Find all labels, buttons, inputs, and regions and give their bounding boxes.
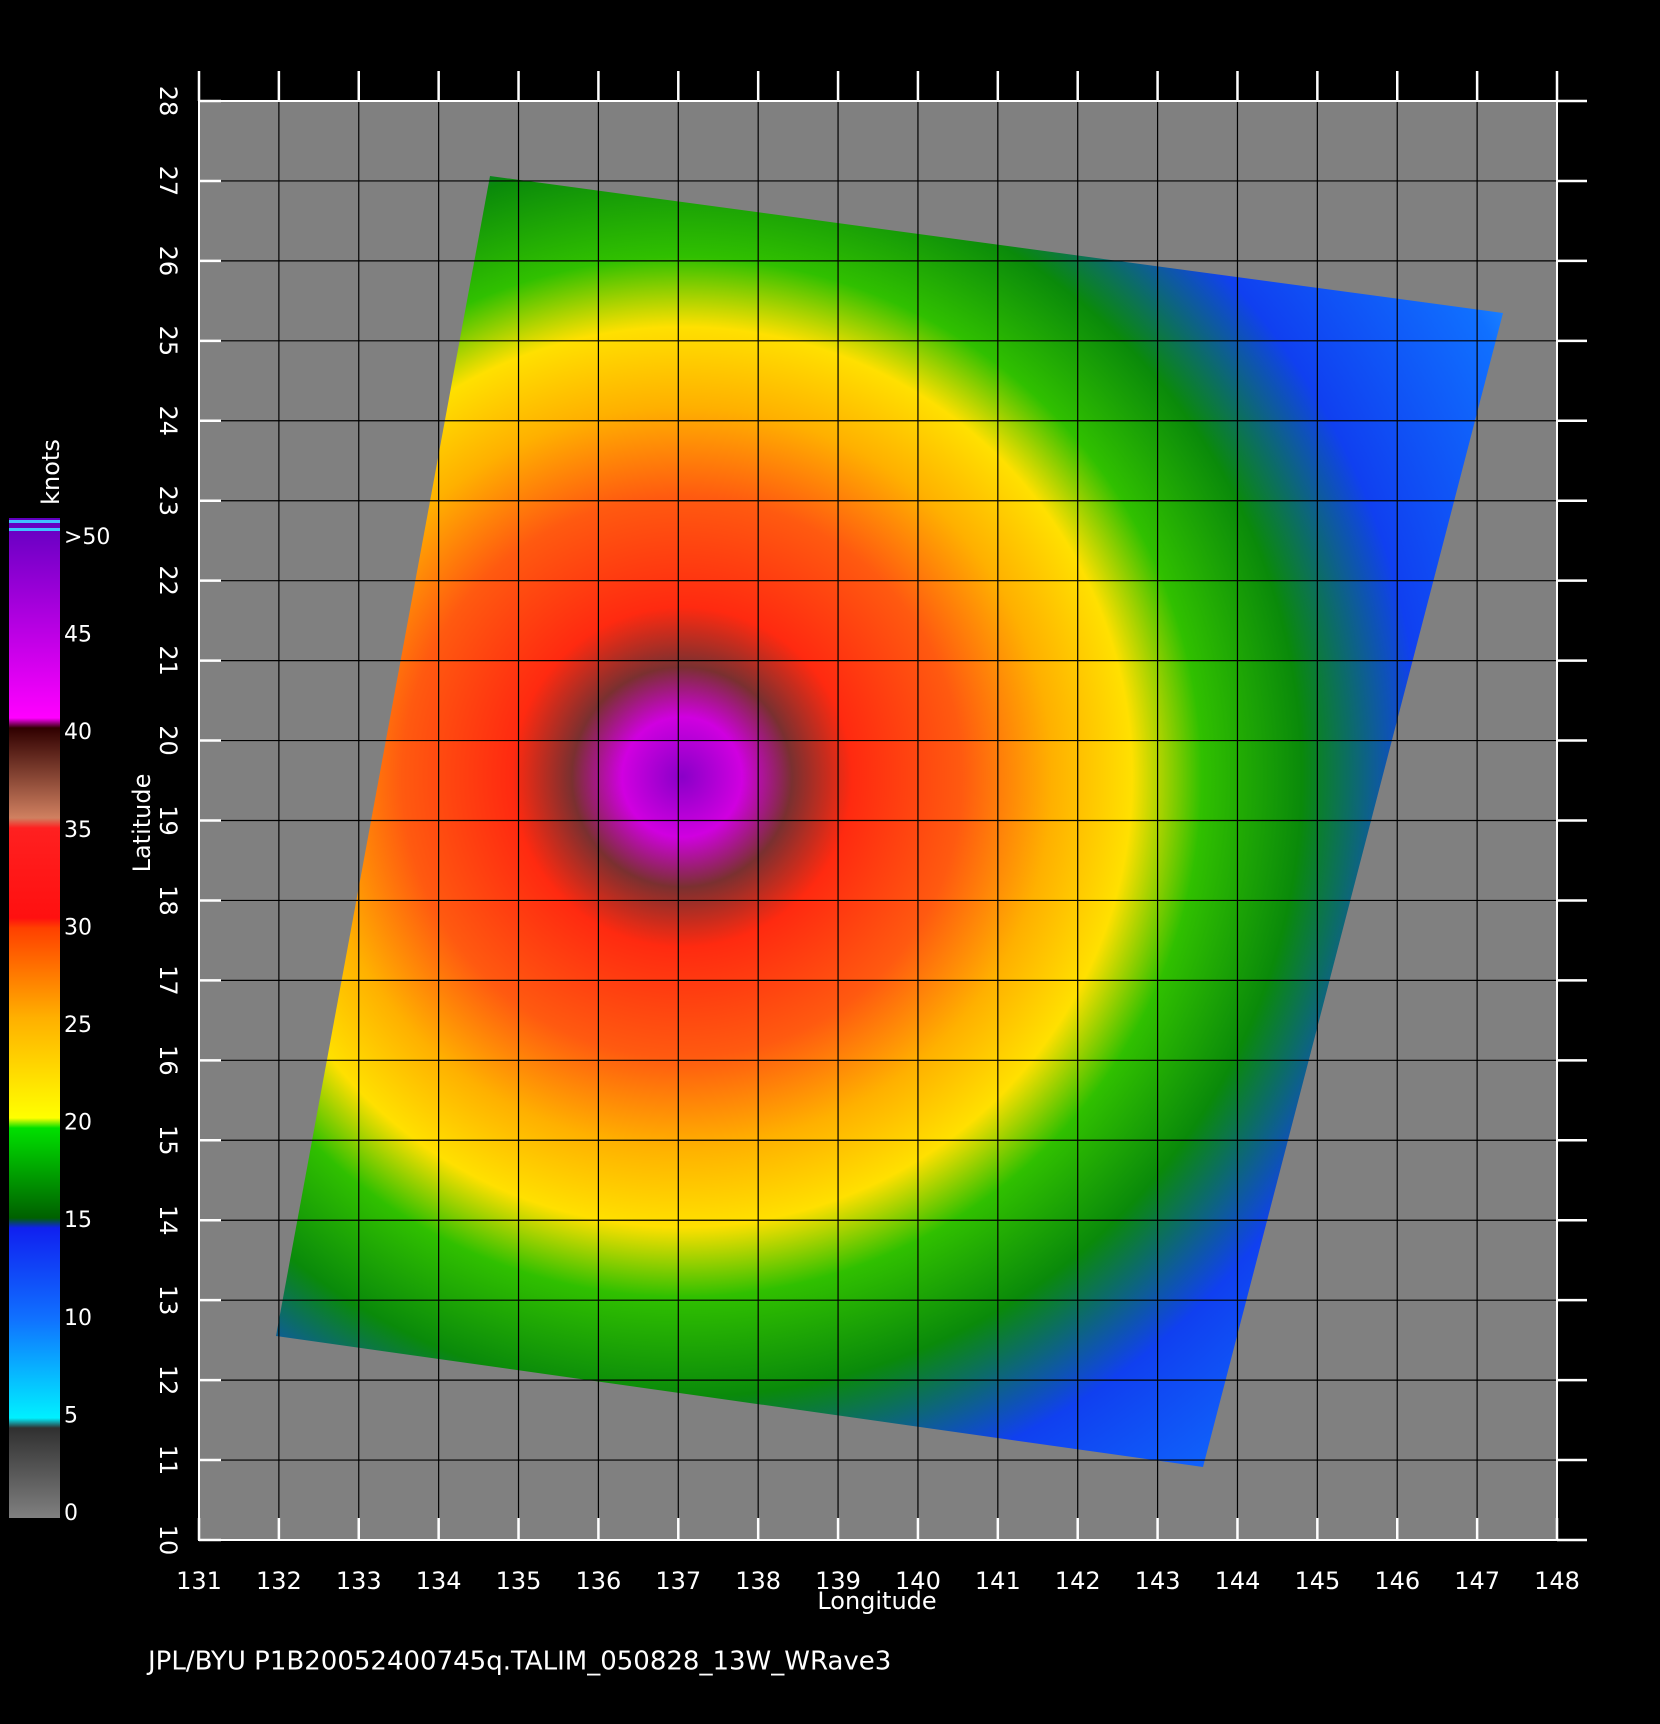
plot-frame [198,100,1558,1541]
y-tick-label: 12 [154,1365,182,1396]
x-axis-label: Longitude [817,1587,936,1615]
y-tick-label: 13 [154,1285,182,1316]
colorbar-cap [9,528,60,531]
x-tick-label: 133 [336,1567,382,1595]
x-tick-label: 145 [1294,1567,1340,1595]
y-tick-label: 23 [154,485,182,516]
y-tick-label: 21 [154,645,182,676]
x-tick-label: 139 [815,1567,861,1595]
colorbar-label: 30 [64,915,92,940]
x-tick-label: 143 [1135,1567,1181,1595]
y-tick-label: 16 [154,1045,182,1076]
y-axis-label: Latitude [128,774,156,873]
colorbar-title: knots [37,439,65,505]
y-tick-label: 14 [154,1205,182,1236]
colorbar-label: 5 [64,1403,78,1428]
colorbar-label: 10 [64,1306,92,1331]
colorbar-label: 35 [64,818,92,843]
y-tick-label: 22 [154,565,182,596]
x-tick-label: 141 [975,1567,1021,1595]
y-tick-label: 26 [154,246,182,277]
colorbar-label: 20 [64,1111,92,1136]
y-tick-label: 24 [154,406,182,437]
x-tick-label: 137 [655,1567,701,1595]
x-tick-label: 132 [256,1567,302,1595]
colorbar-label: >50 [64,525,110,550]
y-tick-label: 18 [154,885,182,916]
y-tick-label: 27 [154,166,182,197]
colorbar-label: 25 [64,1013,92,1038]
wind-swath [276,176,1503,1467]
x-tick-label: 144 [1215,1567,1261,1595]
colorbar [9,518,60,1518]
colorbar-label: 40 [64,720,92,745]
y-tick-label: 28 [154,86,182,117]
x-tick-label: 142 [1055,1567,1101,1595]
colorbar-cap [9,520,60,523]
y-tick-label: 20 [154,725,182,756]
y-tick-label: 10 [154,1525,182,1556]
colorbar-label: 15 [64,1208,92,1233]
y-tick-label: 15 [154,1125,182,1156]
x-tick-label: 148 [1534,1567,1580,1595]
colorbar-label: 45 [64,623,92,648]
x-tick-label: 136 [576,1567,622,1595]
x-tick-label: 131 [176,1567,222,1595]
footer: JPL/BYU P1B20052400745q.TALIM_050828_13W… [146,1647,891,1677]
x-tick-label: 135 [496,1567,542,1595]
y-tick-label: 17 [154,965,182,996]
x-tick-label: 134 [416,1567,462,1595]
y-tick-label: 19 [154,805,182,836]
y-tick-label: 25 [154,326,182,357]
x-tick-label: 146 [1374,1567,1420,1595]
x-tick-label: 147 [1454,1567,1500,1595]
x-tick-label: 140 [895,1567,941,1595]
y-tick-label: 11 [154,1445,182,1476]
x-tick-label: 138 [735,1567,781,1595]
colorbar-label: 0 [64,1501,78,1526]
